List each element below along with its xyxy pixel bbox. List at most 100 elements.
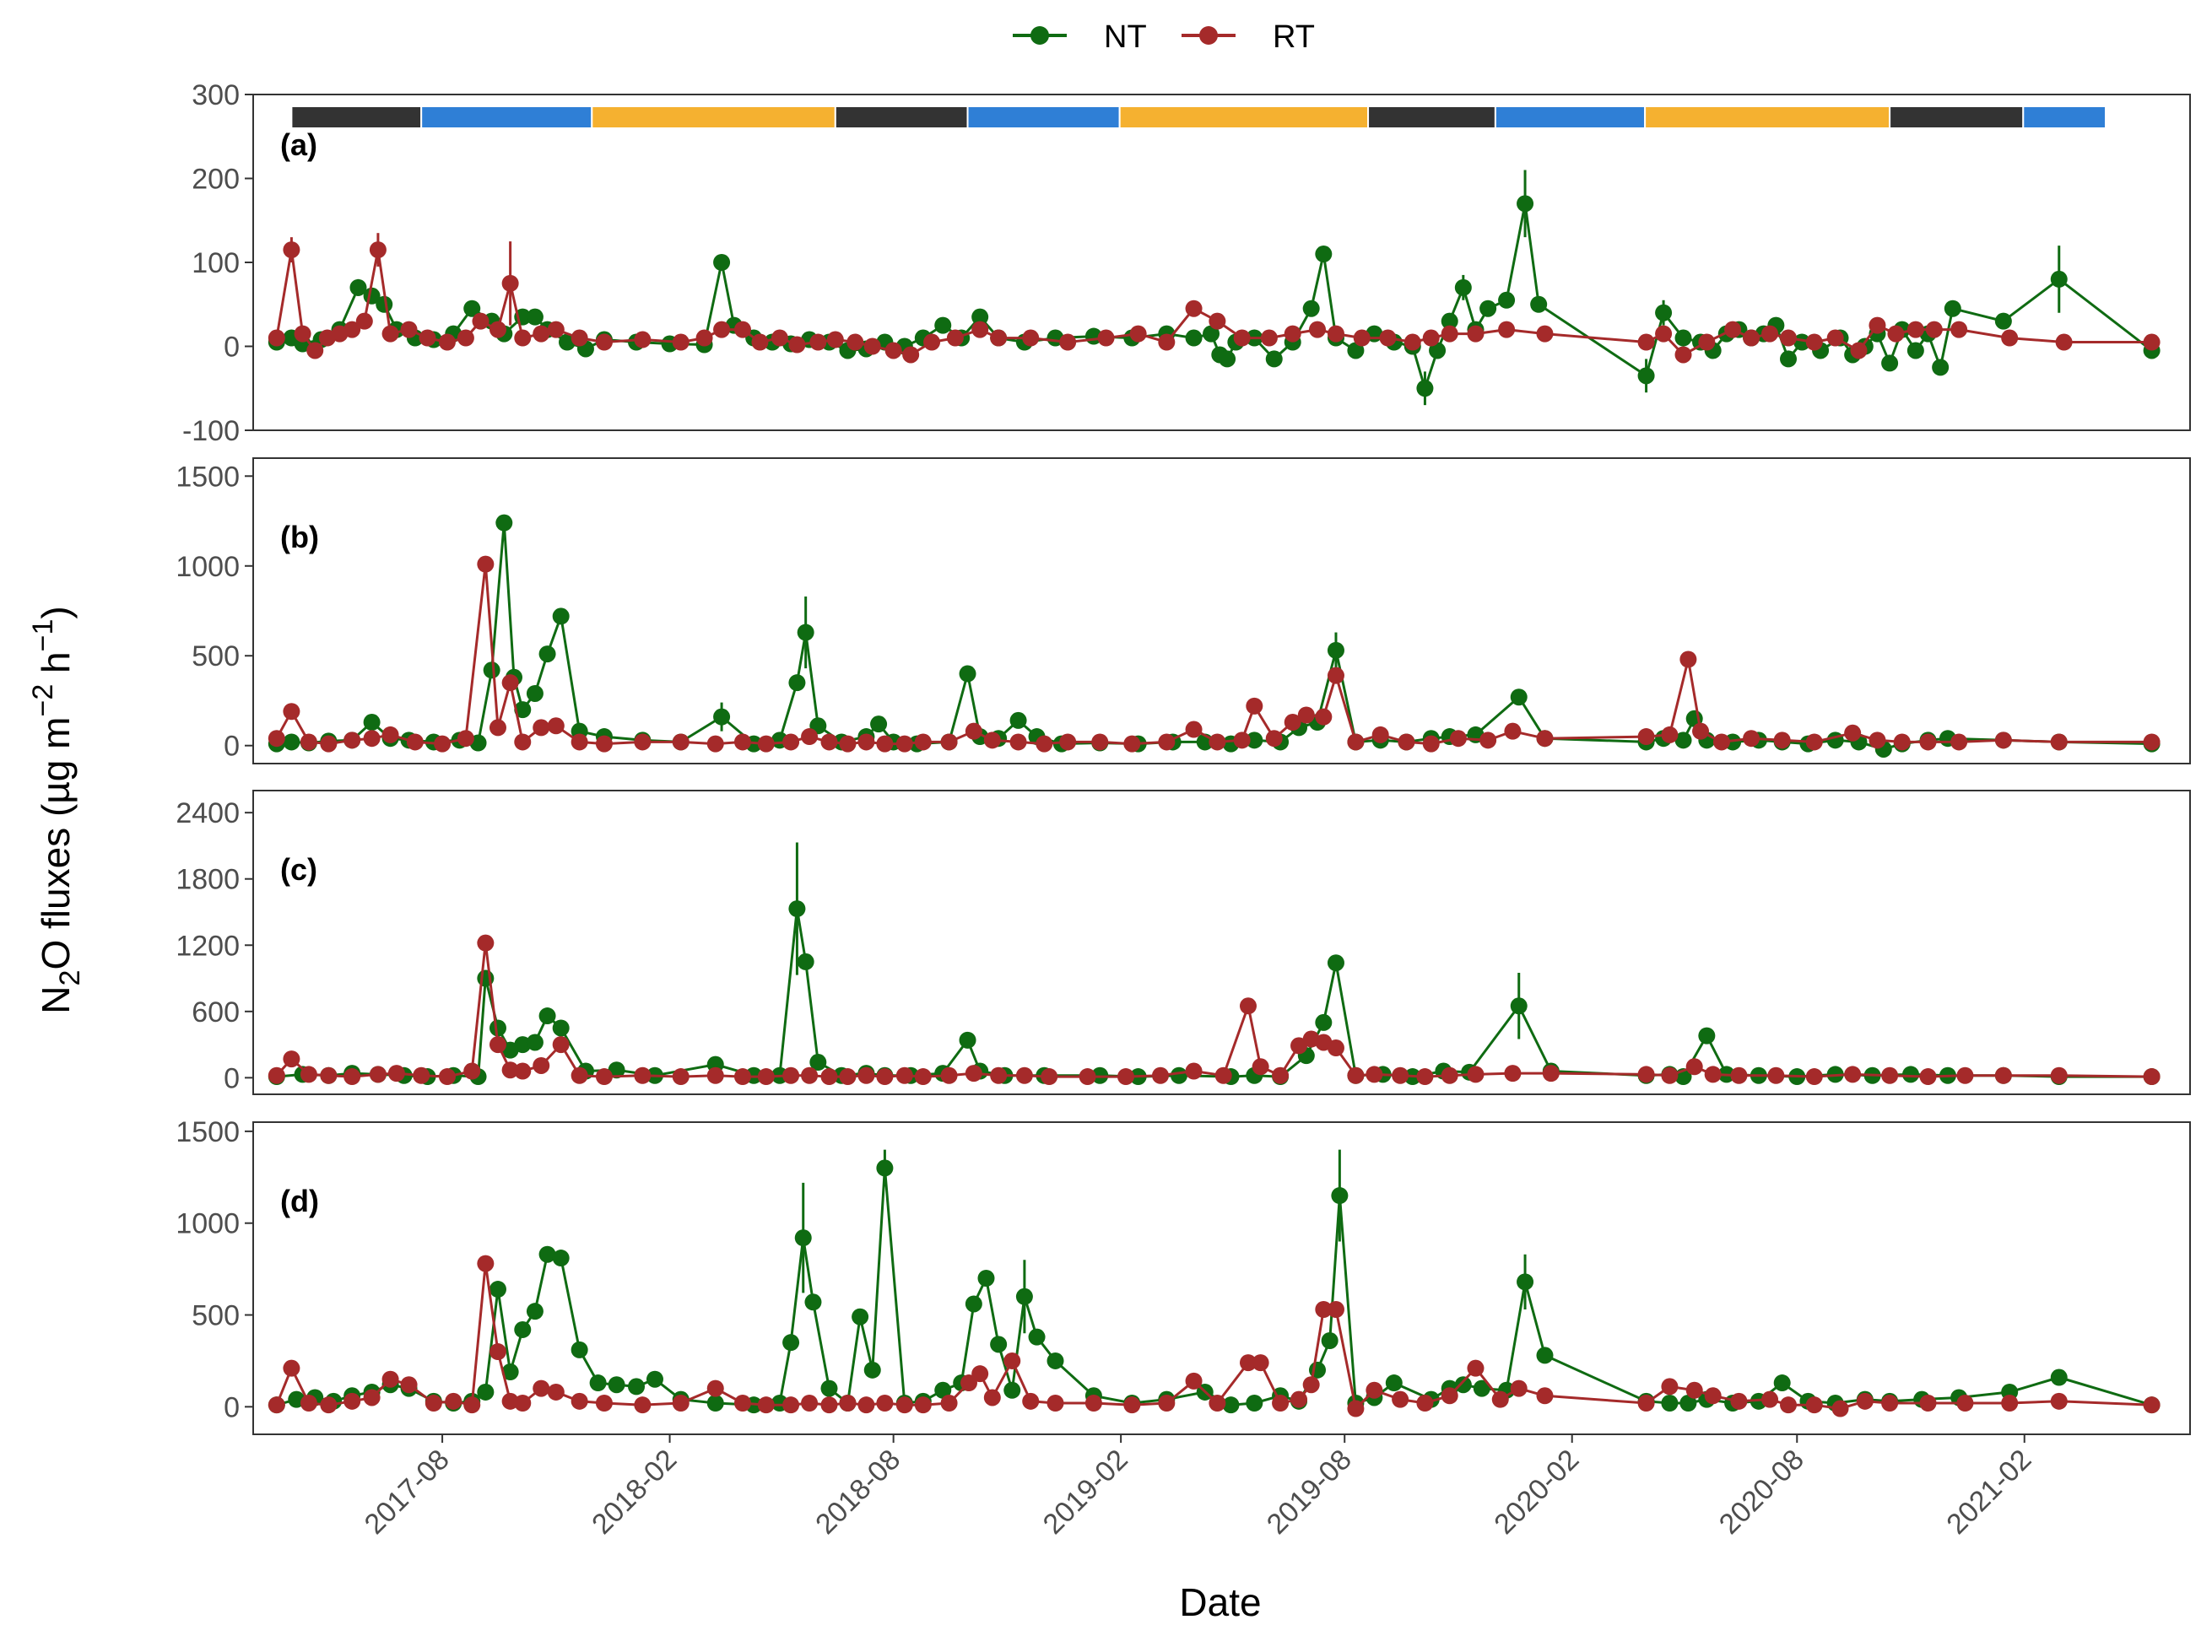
data-point [355, 312, 373, 330]
data-point [706, 1066, 724, 1084]
legend: NT RT [1013, 19, 1315, 55]
series-line [275, 1262, 2152, 1410]
data-point [1661, 1395, 1679, 1412]
data-point [501, 1061, 519, 1079]
data-point [634, 1066, 652, 1084]
data-point [1059, 333, 1077, 351]
data-point [1793, 333, 1811, 351]
y-tick-label: 600 [192, 996, 240, 1028]
data-point [425, 1395, 442, 1412]
data-point [1185, 329, 1203, 347]
data-point [820, 1379, 838, 1397]
data-point [1059, 733, 1077, 751]
data-point [965, 1065, 982, 1082]
data-point [1542, 1065, 1560, 1082]
data-point [983, 732, 1001, 749]
data-point [1158, 733, 1176, 751]
data-point [1655, 304, 1673, 321]
data-point [1674, 732, 1692, 749]
y-tick-label: 0 [224, 731, 240, 763]
y-tick-label: 0 [224, 1391, 240, 1423]
panel-b: 0 500 1000 1500 (b) [176, 457, 2191, 764]
data-point [713, 708, 731, 726]
data-point [960, 1374, 977, 1392]
data-point [788, 674, 806, 692]
data-point [782, 1334, 800, 1352]
data-point [863, 1361, 881, 1379]
data-point [1315, 1301, 1333, 1318]
data-point [283, 241, 300, 259]
data-point [2055, 333, 2073, 351]
data-point [1347, 1400, 1365, 1417]
data-point [1881, 1066, 1899, 1084]
data-point [782, 1066, 800, 1084]
data-point [2001, 1395, 2019, 1412]
data-point [794, 1229, 812, 1247]
series-rt [268, 934, 2161, 1086]
data-point [1290, 1037, 1308, 1055]
data-point [1022, 1392, 1040, 1410]
data-point [268, 1396, 285, 1414]
data-point [801, 1395, 819, 1412]
data-point [1366, 1066, 1383, 1083]
data-point [438, 1068, 456, 1086]
panel-label: (a) [280, 127, 317, 162]
data-point [363, 714, 381, 732]
data-point [514, 329, 532, 347]
data-point [1637, 1066, 1655, 1083]
data-point [1517, 195, 1534, 213]
data-point [300, 1066, 317, 1083]
data-point [1347, 342, 1365, 359]
data-point [1536, 730, 1554, 748]
data-point [1366, 1381, 1383, 1399]
data-point [608, 1061, 625, 1079]
data-point [608, 1376, 625, 1394]
data-point [1536, 325, 1554, 343]
data-point [646, 1370, 663, 1388]
data-point [1041, 1068, 1058, 1086]
data-point [733, 1068, 751, 1086]
data-point [1214, 1066, 1232, 1084]
data-point [438, 333, 456, 351]
data-point [1637, 367, 1655, 385]
data-point [400, 321, 418, 338]
data-point [839, 1395, 857, 1412]
data-point [1637, 728, 1655, 746]
data-point [1826, 329, 1844, 347]
data-point [1504, 722, 1522, 740]
x-axis-title: Date [1179, 1580, 1261, 1624]
data-point [1392, 1390, 1409, 1408]
data-point [733, 321, 751, 338]
y-tick-label: 1000 [176, 1208, 240, 1240]
data-point [1906, 342, 1924, 359]
panel-frame [252, 457, 2191, 764]
data-point [1416, 1395, 1434, 1412]
data-point [552, 1036, 570, 1054]
data-point [1932, 359, 1950, 376]
data-point [1347, 733, 1365, 751]
data-point [1315, 1013, 1333, 1031]
data-point [1893, 733, 1911, 751]
data-point [1956, 1395, 1974, 1412]
data-point [809, 333, 827, 351]
data-point [971, 321, 989, 338]
panel-c: 0 600 1200 1800 2400 (c) [176, 790, 2191, 1095]
data-point [1743, 329, 1760, 347]
data-point [1498, 321, 1516, 338]
data-point [1079, 1068, 1096, 1086]
data-point [1743, 730, 1760, 748]
y-tick-label: 1200 [176, 930, 240, 962]
data-point [1416, 380, 1434, 397]
season-segment [2022, 105, 2107, 129]
data-point [1661, 726, 1679, 743]
data-point [1498, 291, 1516, 309]
data-point [1536, 1387, 1554, 1405]
data-point [1123, 735, 1141, 753]
data-point [706, 1395, 724, 1412]
data-point [1170, 1066, 1187, 1084]
data-point [672, 333, 690, 351]
data-point [294, 325, 311, 343]
panel-d: 0 500 1000 1500 (d) [176, 1116, 2191, 1443]
series-line [275, 942, 2152, 1078]
data-point [381, 325, 399, 343]
